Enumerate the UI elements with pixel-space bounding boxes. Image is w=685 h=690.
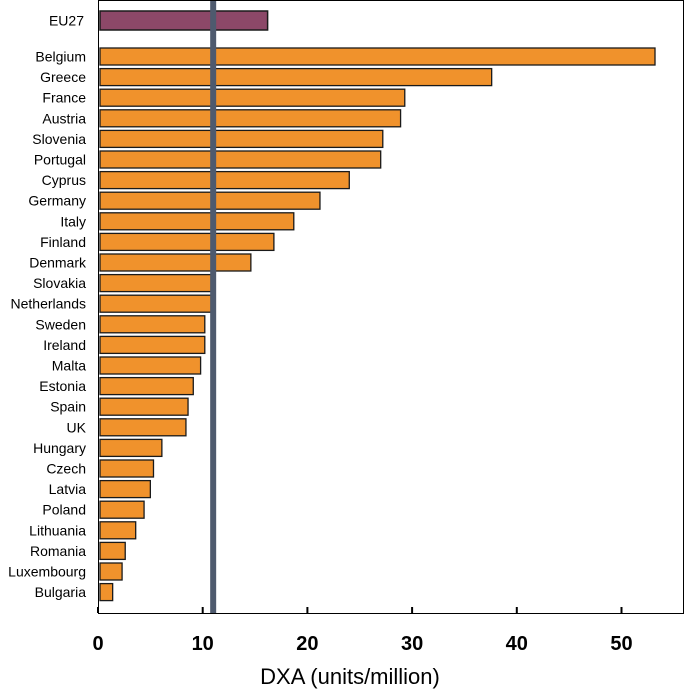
category-label-sweden: Sweden	[35, 316, 86, 332]
bar-eu27	[99, 10, 269, 31]
bar-france	[99, 88, 406, 107]
category-label-poland: Poland	[42, 502, 86, 518]
bar-denmark	[99, 253, 252, 272]
category-label-ireland: Ireland	[43, 337, 86, 353]
bar-italy	[99, 212, 295, 231]
bar-latvia	[99, 479, 151, 499]
bar-hungary	[99, 438, 163, 458]
category-label-italy: Italy	[60, 213, 86, 229]
bar-romania	[99, 541, 126, 561]
category-label-uk: UK	[67, 419, 87, 435]
bar-austria	[99, 109, 402, 128]
category-label-spain: Spain	[50, 399, 86, 415]
category-label-luxembourg: Luxembourg	[8, 564, 86, 580]
category-label-finland: Finland	[40, 234, 86, 250]
category-label-bulgaria: Bulgaria	[35, 584, 87, 600]
category-label-greece: Greece	[40, 69, 86, 85]
x-tick-label-10: 10	[192, 633, 214, 655]
x-tick-label-20: 20	[296, 633, 318, 655]
bar-germany	[99, 191, 321, 210]
bar-ireland	[99, 335, 206, 355]
x-axis-title: DXA (units/million)	[260, 664, 440, 689]
bar-malta	[99, 356, 202, 375]
bar-slovenia	[99, 129, 384, 149]
bar-uk	[99, 418, 187, 437]
bar-czech	[99, 459, 155, 478]
x-axis-ticks: 0 10 20 30 40 50	[92, 607, 633, 655]
bar-portugal	[99, 150, 382, 169]
x-tick-label-30: 30	[401, 633, 423, 655]
bar-netherlands	[99, 294, 212, 313]
category-label-hungary: Hungary	[33, 440, 86, 456]
bar-spain	[99, 397, 189, 416]
category-label-estonia: Estonia	[39, 378, 86, 394]
x-tick-label-40: 40	[506, 633, 528, 655]
category-labels: EU27 Belgium Greece France Austria Slovenia Po…	[8, 13, 87, 601]
bar-estonia	[99, 376, 194, 396]
bar-lithuania	[99, 521, 137, 540]
bar-cyprus	[99, 170, 350, 190]
category-label-latvia: Latvia	[49, 481, 87, 497]
category-label-slovenia: Slovenia	[32, 131, 86, 147]
category-label-belgium: Belgium	[35, 49, 86, 65]
bar-slovakia	[99, 273, 212, 293]
bar-greece	[99, 67, 493, 87]
bar-belgium	[99, 47, 656, 66]
x-tick-label-0: 0	[92, 633, 103, 655]
category-label-eu27: EU27	[49, 13, 84, 29]
category-label-germany: Germany	[28, 193, 86, 209]
category-label-malta: Malta	[52, 358, 86, 374]
category-label-cyprus: Cyprus	[42, 172, 86, 188]
bar-finland	[99, 232, 275, 252]
category-label-austria: Austria	[42, 110, 86, 126]
bar-bulgaria	[99, 582, 114, 602]
category-label-romania: Romania	[30, 543, 86, 559]
category-label-portugal: Portugal	[34, 152, 86, 168]
x-tick-label-50: 50	[610, 633, 632, 655]
category-label-denmark: Denmark	[29, 255, 87, 271]
category-label-czech: Czech	[46, 461, 86, 477]
category-label-lithuania: Lithuania	[29, 522, 86, 538]
category-label-netherlands: Netherlands	[11, 296, 87, 312]
bar-luxembourg	[99, 562, 123, 581]
category-label-france: France	[42, 90, 86, 106]
category-label-slovakia: Slovakia	[33, 275, 86, 291]
bar-sweden	[99, 315, 206, 334]
bar-poland	[99, 500, 145, 519]
